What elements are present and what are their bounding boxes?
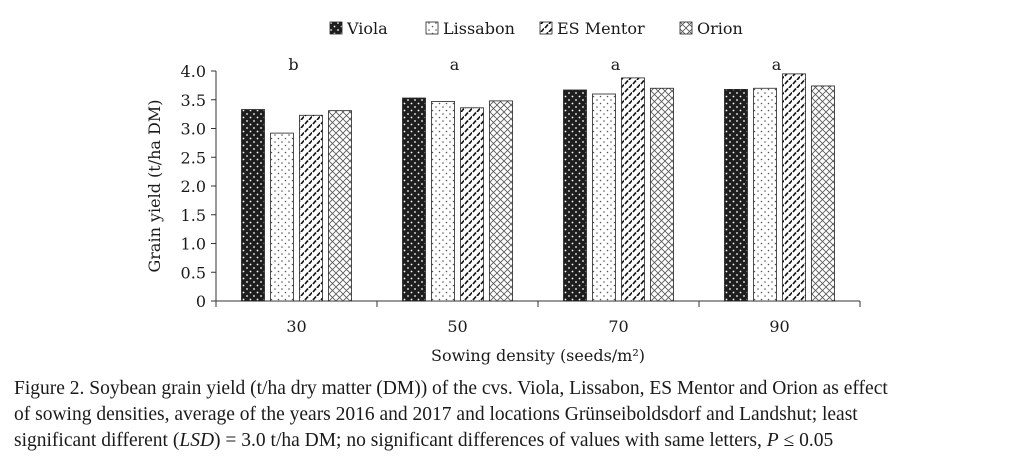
axes — [211, 70, 861, 307]
bar-es-mentor-90 — [782, 73, 806, 302]
figure-caption: Figure 2. Soybean grain yield (t/ha dry … — [14, 376, 1009, 454]
legend-swatch-viola — [329, 21, 343, 35]
bar-orion-90 — [811, 85, 835, 302]
legend-label-es-mentor: ES Mentor — [557, 19, 645, 38]
y-tick-label: 3.5 — [181, 91, 206, 110]
y-tick-label: 2.5 — [181, 148, 206, 167]
legend-label-orion: Orion — [697, 19, 743, 38]
grain-yield-bar-chart: Viola Lissabon ES Mentor Orion 0 0.5 1.0 1.5 2.… — [145, 19, 861, 365]
bar-orion-50 — [489, 100, 513, 302]
bar-viola-50 — [402, 97, 426, 302]
caption-line-3e: ≤ 0.05 — [778, 430, 834, 451]
legend-label-viola: Viola — [346, 19, 388, 38]
axis-labels: 0 0.5 1.0 1.5 2.0 2.5 3.0 3.5 4.0 30 b 50 a 70 a 90 a Sow… — [145, 55, 790, 365]
bar-viola-70 — [563, 89, 587, 302]
legend-swatch-lissabon — [425, 21, 439, 35]
y-tick-label: 3.0 — [181, 120, 206, 139]
bar-viola-30 — [241, 109, 265, 302]
caption-line-3a: significant different ( — [14, 430, 180, 451]
y-axis-label: Grain yield (t/ha DM) — [145, 100, 164, 273]
group-letter: a — [611, 55, 621, 74]
bar-lissabon-70 — [592, 93, 616, 302]
bar-viola-90 — [724, 89, 748, 302]
x-tick-label: 90 — [769, 317, 789, 336]
bars — [241, 73, 835, 302]
y-tick-label: 1.5 — [181, 206, 206, 225]
x-axis-label: Sowing density (seeds/m²) — [431, 346, 645, 365]
bar-lissabon-90 — [753, 87, 777, 302]
caption-lsd: LSD — [179, 430, 215, 451]
bar-orion-30 — [328, 110, 352, 302]
bar-es-mentor-50 — [460, 107, 484, 302]
legend-swatch-orion — [679, 21, 693, 35]
group-letter: b — [288, 55, 298, 74]
x-tick-label: 30 — [286, 317, 306, 336]
caption-p: P — [766, 430, 779, 451]
y-tick-label: 1.0 — [181, 235, 206, 254]
x-tick-label: 50 — [447, 317, 467, 336]
group-letter: a — [772, 55, 782, 74]
bar-es-mentor-70 — [621, 77, 645, 302]
caption-line-1: Figure 2. Soybean grain yield (t/ha dry … — [14, 378, 888, 399]
y-tick-label: 2.0 — [181, 177, 206, 196]
y-tick-label: 4.0 — [181, 62, 206, 81]
y-tick-label: 0 — [196, 292, 206, 311]
bar-lissabon-50 — [431, 101, 455, 302]
legend: Viola Lissabon ES Mentor Orion — [329, 19, 743, 38]
group-letter: a — [450, 55, 460, 74]
caption-line-2: of sowing densities, average of the year… — [14, 404, 858, 425]
legend-swatch-es-mentor — [539, 21, 553, 35]
caption-line-3: significant different (LSD) = 3.0 t/ha D… — [14, 428, 1009, 454]
bar-es-mentor-30 — [299, 114, 323, 302]
bar-orion-70 — [650, 87, 674, 302]
caption-line-3c: ) = 3.0 t/ha DM; no significant differen… — [214, 430, 767, 451]
y-tick-label: 0.5 — [181, 263, 206, 282]
bar-lissabon-30 — [270, 132, 294, 302]
legend-label-lissabon: Lissabon — [443, 19, 515, 38]
x-tick-label: 70 — [608, 317, 628, 336]
